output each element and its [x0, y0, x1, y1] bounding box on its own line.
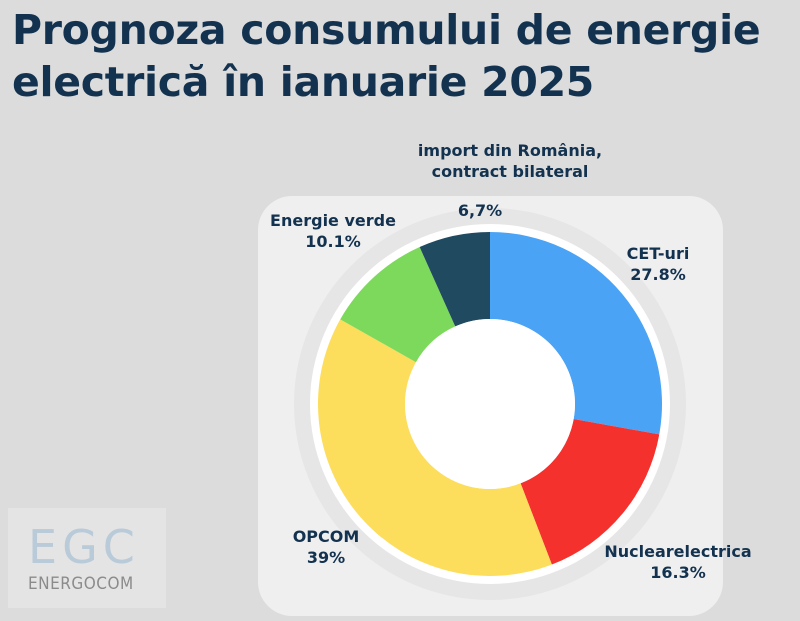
label-import-value: 6,7% [457, 201, 503, 220]
label-nuclear-value: 16.3% [650, 563, 706, 582]
label-opcom: OPCOM 39% [284, 526, 368, 568]
label-cet-name: CET-uri [626, 244, 690, 263]
label-import: import din România, contract bilateral [400, 140, 620, 182]
label-verde-value: 10.1% [305, 232, 361, 251]
donut-slice-4 [419, 232, 490, 327]
label-nuclear-name: Nuclearelectrica [604, 542, 752, 561]
label-cet-value: 27.8% [630, 265, 686, 284]
label-opcom-name: OPCOM [292, 527, 360, 546]
page-title: Prognoza consumului de energie electrică… [12, 6, 761, 107]
donut-slice-2 [317, 319, 552, 577]
label-nuclear: Nuclearelectrica 16.3% [598, 541, 758, 583]
donut-slice-1 [520, 419, 660, 565]
donut-slice-3 [340, 247, 456, 363]
logo-name: ENERGOCOM [28, 574, 134, 594]
energocom-logo: EGC ENERGOCOM [8, 508, 166, 608]
label-import-line1: import din România, [417, 141, 603, 160]
label-verde: Energie verde 10.1% [264, 210, 402, 252]
donut-hole [405, 319, 575, 489]
donut-slice-0 [490, 232, 662, 435]
label-opcom-value: 39% [306, 548, 346, 567]
logo-mark: EGC [28, 520, 140, 574]
label-import-line2: contract bilateral [431, 162, 589, 181]
label-verde-name: Energie verde [270, 211, 396, 230]
label-cet: CET-uri 27.8% [606, 243, 710, 285]
